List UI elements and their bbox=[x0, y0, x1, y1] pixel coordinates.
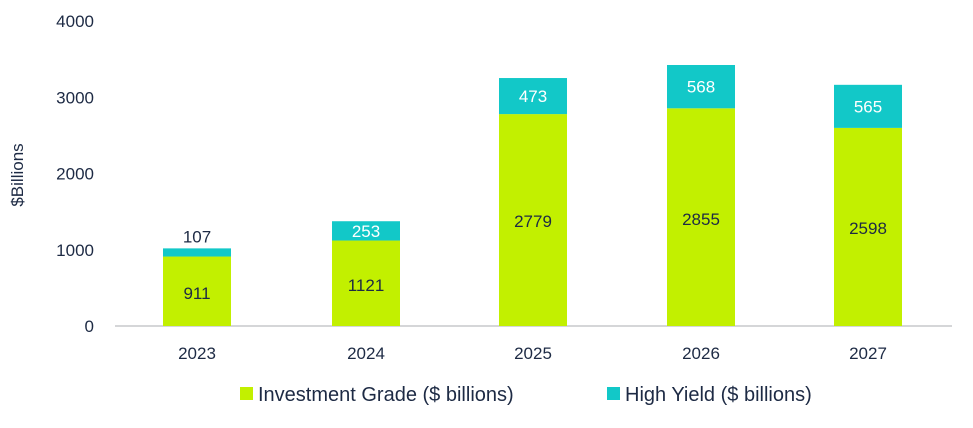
x-tick-label: 2027 bbox=[849, 344, 887, 363]
data-label-investment-grade-2024: 1121 bbox=[348, 276, 385, 295]
bar-investment-grade-2024 bbox=[332, 240, 400, 326]
legend-swatch-high-yield bbox=[607, 387, 620, 400]
y-tick-label: 4000 bbox=[56, 12, 94, 31]
x-tick-label: 2025 bbox=[514, 344, 552, 363]
data-label-high-yield-2027: 565 bbox=[854, 97, 882, 116]
data-label-investment-grade-2025: 2779 bbox=[514, 212, 552, 231]
data-label-investment-grade-2026: 2855 bbox=[682, 210, 720, 229]
data-label-high-yield-2024: 253 bbox=[352, 222, 380, 241]
y-tick-label: 1000 bbox=[56, 241, 94, 260]
y-axis-title: $Billions bbox=[8, 143, 27, 206]
bar-high-yield-2025 bbox=[499, 78, 567, 115]
bar-high-yield-2024 bbox=[332, 221, 400, 241]
bar-investment-grade-2023 bbox=[163, 256, 231, 326]
x-axis-ticks: 2023 2024 2025 2026 2027 bbox=[178, 344, 887, 363]
bar-high-yield-2023 bbox=[163, 248, 231, 257]
bar-high-yield-2027 bbox=[834, 84, 902, 128]
data-label-high-yield-2025: 473 bbox=[519, 87, 547, 106]
bar-high-yield-2026 bbox=[667, 64, 735, 109]
data-label-high-yield-2023: 107 bbox=[183, 227, 211, 246]
bar-investment-grade-2027 bbox=[834, 127, 902, 326]
bar-series: 911 107 1121 253 2779 473 2855 568 2598 565 bbox=[163, 64, 902, 327]
x-tick-label: 2026 bbox=[682, 344, 720, 363]
bar-investment-grade-2025 bbox=[499, 114, 567, 326]
legend-label-high-yield: High Yield ($ billions) bbox=[625, 384, 812, 406]
y-axis-ticks: 0 1000 2000 3000 4000 bbox=[56, 12, 94, 336]
data-label-investment-grade-2027: 2598 bbox=[849, 219, 887, 238]
data-label-investment-grade-2023: 911 bbox=[183, 284, 210, 303]
legend-swatch-investment-grade bbox=[240, 387, 253, 400]
data-label-high-yield-2026: 568 bbox=[687, 78, 715, 97]
y-tick-label: 0 bbox=[85, 317, 94, 336]
legend: Investment Grade ($ billions) High Yield … bbox=[240, 384, 812, 406]
y-axis-label: $Billions bbox=[8, 143, 27, 206]
legend-label-investment-grade: Investment Grade ($ billions) bbox=[258, 384, 514, 406]
x-tick-label: 2023 bbox=[178, 344, 216, 363]
y-tick-label: 2000 bbox=[56, 165, 94, 184]
y-tick-label: 3000 bbox=[56, 88, 94, 107]
bar-investment-grade-2026 bbox=[667, 108, 735, 327]
x-tick-label: 2024 bbox=[347, 344, 385, 363]
